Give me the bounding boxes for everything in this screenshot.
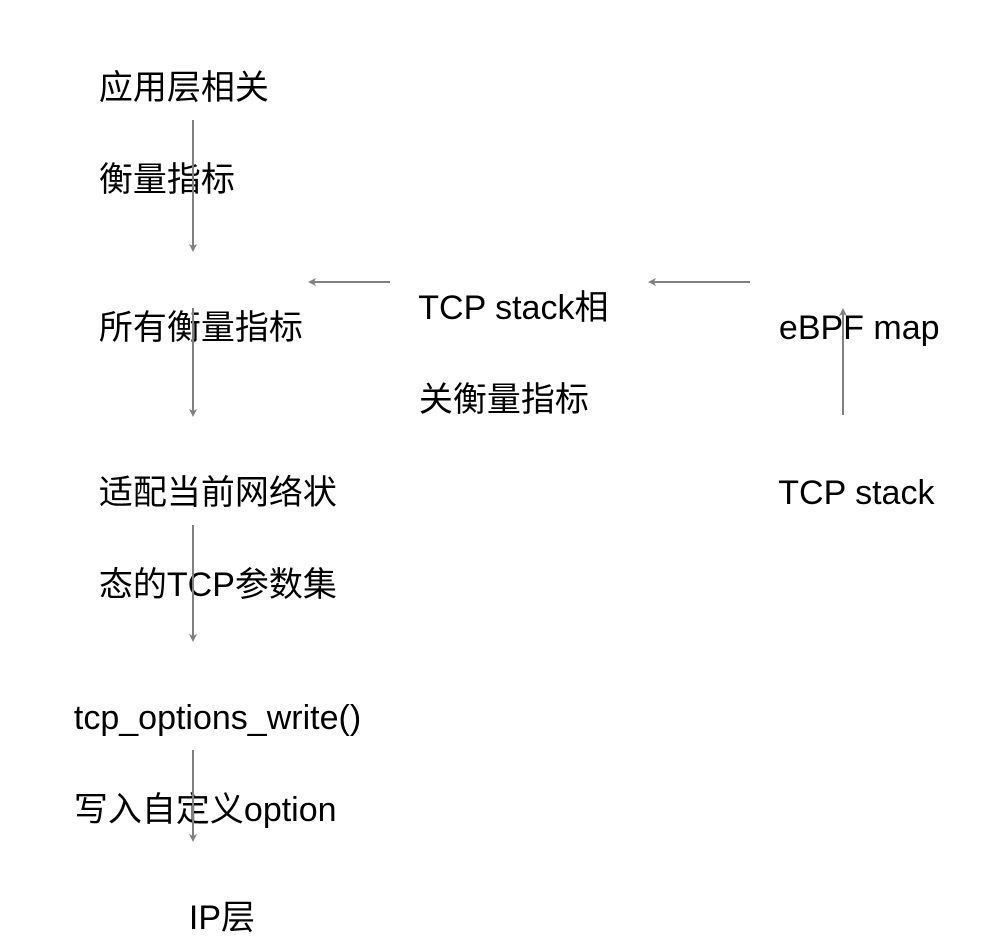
node-tcp-params-line2: 态的TCP参数集 [99,566,337,604]
node-app-layer-line2: 衡量指标 [99,161,235,199]
node-tcp-stack: TCP stack [760,425,934,517]
node-all-metrics-line1: 所有衡量指标 [99,309,303,347]
node-ip-layer: IP层 [170,850,255,942]
node-ebpf-map: eBPF map [760,260,940,352]
node-ip-layer-line1: IP层 [189,899,255,937]
node-tcp-options-write-line1: tcp_options_write() [74,699,361,737]
node-app-layer: 应用层相关 衡量指标 [80,20,269,204]
node-tcp-stack-metrics-line1: TCP stack相 [418,289,608,327]
node-tcp-stack-line1: TCP stack [778,474,934,512]
node-tcp-options-write-line2: 写入自定义option [74,791,337,829]
node-tcp-options-write: tcp_options_write() 写入自定义option [55,650,361,834]
node-all-metrics: 所有衡量指标 [80,260,303,352]
node-tcp-params: 适配当前网络状 态的TCP参数集 [80,425,337,609]
node-tcp-stack-metrics: TCP stack相 关衡量指标 [400,240,608,424]
node-tcp-params-line1: 适配当前网络状 [99,474,337,512]
node-ebpf-map-line1: eBPF map [779,309,940,347]
node-app-layer-line1: 应用层相关 [99,69,269,107]
node-tcp-stack-metrics-line2: 关衡量指标 [419,381,589,419]
